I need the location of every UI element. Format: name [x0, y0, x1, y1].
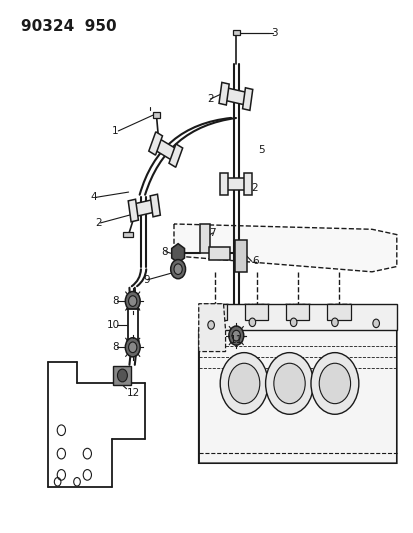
Text: 8: 8 — [161, 247, 168, 256]
Text: 2: 2 — [206, 94, 213, 104]
Polygon shape — [327, 304, 350, 320]
Circle shape — [249, 318, 255, 327]
Polygon shape — [244, 173, 251, 195]
Polygon shape — [285, 304, 309, 322]
Polygon shape — [198, 304, 396, 330]
Circle shape — [265, 353, 313, 414]
Polygon shape — [152, 137, 178, 162]
Polygon shape — [220, 173, 227, 195]
Polygon shape — [173, 224, 396, 272]
Polygon shape — [150, 194, 160, 217]
Text: 12: 12 — [126, 388, 140, 398]
Circle shape — [372, 319, 379, 328]
Polygon shape — [285, 304, 309, 320]
Text: 11: 11 — [230, 335, 243, 345]
Text: 2: 2 — [95, 218, 102, 228]
Circle shape — [290, 318, 296, 327]
Circle shape — [170, 260, 185, 279]
Text: 10: 10 — [107, 320, 120, 330]
Text: 1: 1 — [112, 126, 119, 136]
Polygon shape — [199, 224, 209, 253]
Text: 8: 8 — [112, 342, 119, 352]
Polygon shape — [242, 88, 252, 110]
Text: 9: 9 — [143, 275, 150, 285]
Polygon shape — [128, 309, 138, 341]
Polygon shape — [222, 177, 249, 190]
Text: 4: 4 — [90, 192, 97, 203]
Polygon shape — [153, 112, 159, 118]
Circle shape — [128, 296, 137, 306]
Circle shape — [128, 342, 137, 353]
Polygon shape — [221, 87, 249, 106]
Polygon shape — [131, 199, 157, 217]
Text: 3: 3 — [270, 28, 277, 38]
Polygon shape — [233, 30, 239, 35]
Text: 8: 8 — [112, 296, 119, 306]
Circle shape — [220, 353, 268, 414]
Circle shape — [318, 364, 350, 403]
Circle shape — [207, 321, 214, 329]
Text: 6: 6 — [252, 256, 259, 266]
Polygon shape — [202, 304, 227, 322]
Polygon shape — [235, 240, 246, 272]
Polygon shape — [198, 320, 396, 330]
Polygon shape — [169, 144, 182, 167]
Circle shape — [331, 318, 337, 327]
Circle shape — [310, 353, 358, 414]
Polygon shape — [198, 320, 396, 463]
Text: 7: 7 — [209, 228, 216, 238]
Polygon shape — [203, 304, 226, 320]
Polygon shape — [113, 366, 131, 385]
Polygon shape — [209, 247, 229, 260]
Circle shape — [125, 292, 140, 311]
Polygon shape — [244, 304, 268, 320]
Polygon shape — [148, 132, 162, 155]
Circle shape — [228, 326, 243, 345]
Circle shape — [228, 364, 259, 403]
Text: 2: 2 — [251, 183, 258, 193]
Text: 90324  950: 90324 950 — [21, 19, 116, 34]
Text: 5: 5 — [258, 144, 265, 155]
Polygon shape — [123, 232, 133, 237]
Polygon shape — [244, 304, 268, 322]
Circle shape — [173, 264, 182, 274]
Polygon shape — [326, 304, 351, 322]
Polygon shape — [128, 199, 138, 222]
Polygon shape — [218, 83, 229, 105]
Polygon shape — [198, 304, 225, 352]
Polygon shape — [171, 244, 184, 263]
Circle shape — [232, 330, 240, 341]
Circle shape — [125, 338, 140, 357]
Circle shape — [117, 369, 127, 382]
Circle shape — [273, 364, 304, 403]
